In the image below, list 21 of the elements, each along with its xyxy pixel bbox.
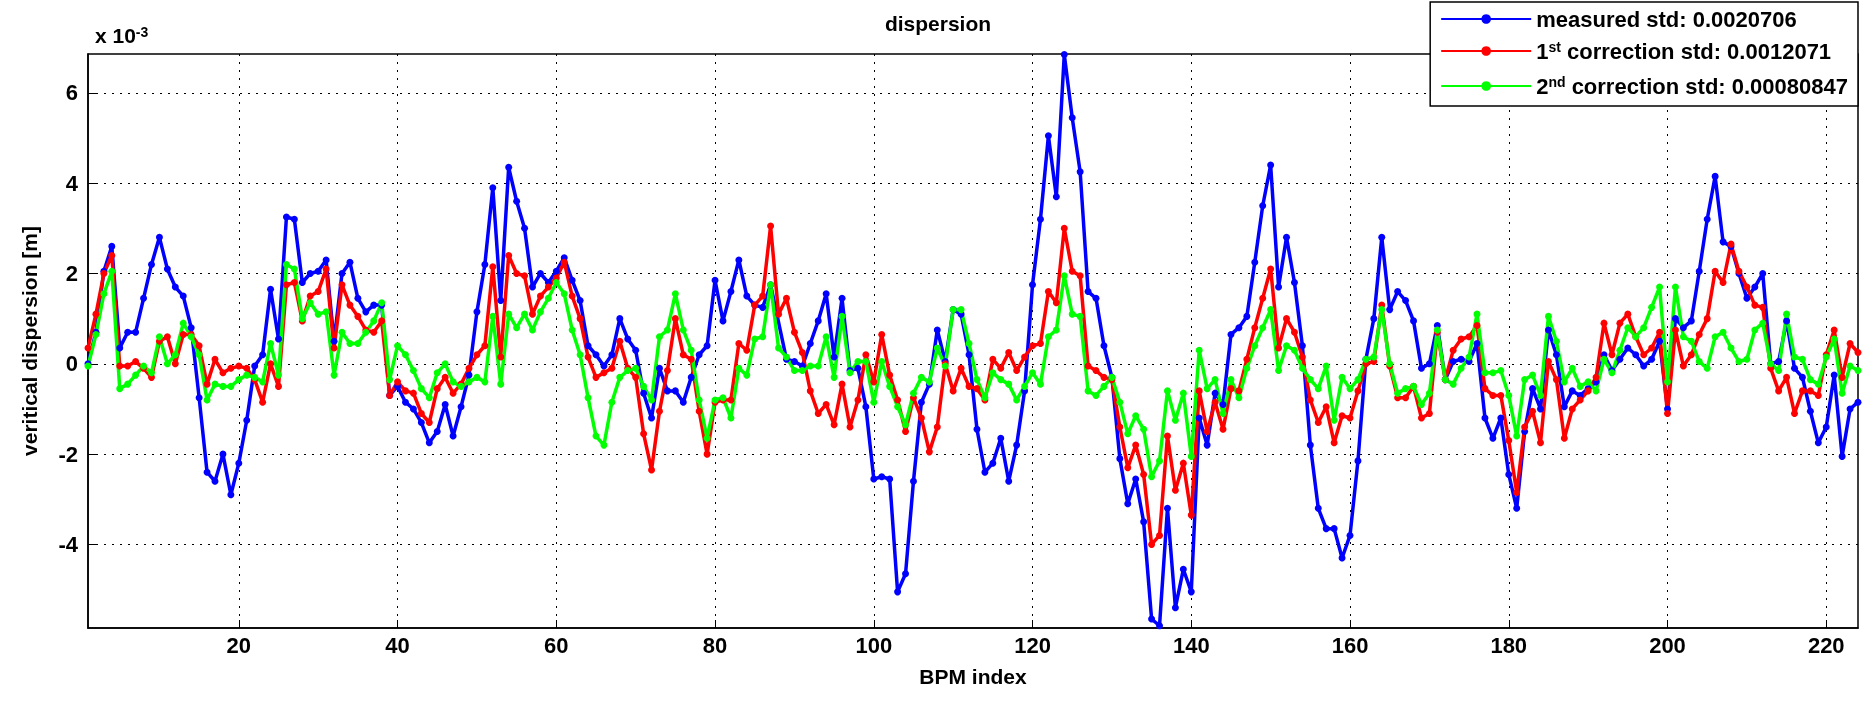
y-tick-label: -2 [58, 441, 78, 467]
y-tick-label: 4 [65, 170, 79, 196]
x-axis-title: BPM index [919, 665, 1027, 688]
x-tick-label: 80 [702, 632, 728, 658]
y-tick-label: -4 [58, 531, 79, 557]
x-tick-label: 20 [226, 632, 252, 658]
x-tick-label: 160 [1331, 632, 1369, 658]
y-tick-label: 2 [65, 260, 78, 286]
chart-title: dispersion [884, 12, 992, 35]
x-tick-label: 40 [385, 632, 410, 658]
x-tick-label: 180 [1490, 632, 1528, 658]
x-tick-label: 120 [1014, 632, 1051, 658]
legend-label: measured std: 0.0020706 [1536, 6, 1797, 32]
y-tick-label: 6 [65, 80, 78, 106]
y-tick-label: 0 [65, 351, 78, 377]
y-axis-title: veritical dispersion [m] [18, 226, 41, 456]
x-tick-label: 200 [1649, 632, 1686, 658]
x-tick-label: 140 [1172, 632, 1210, 658]
x-tick-label: 100 [855, 632, 893, 658]
x-tick-label: 220 [1807, 632, 1845, 658]
x-tick-label: 60 [544, 632, 569, 658]
